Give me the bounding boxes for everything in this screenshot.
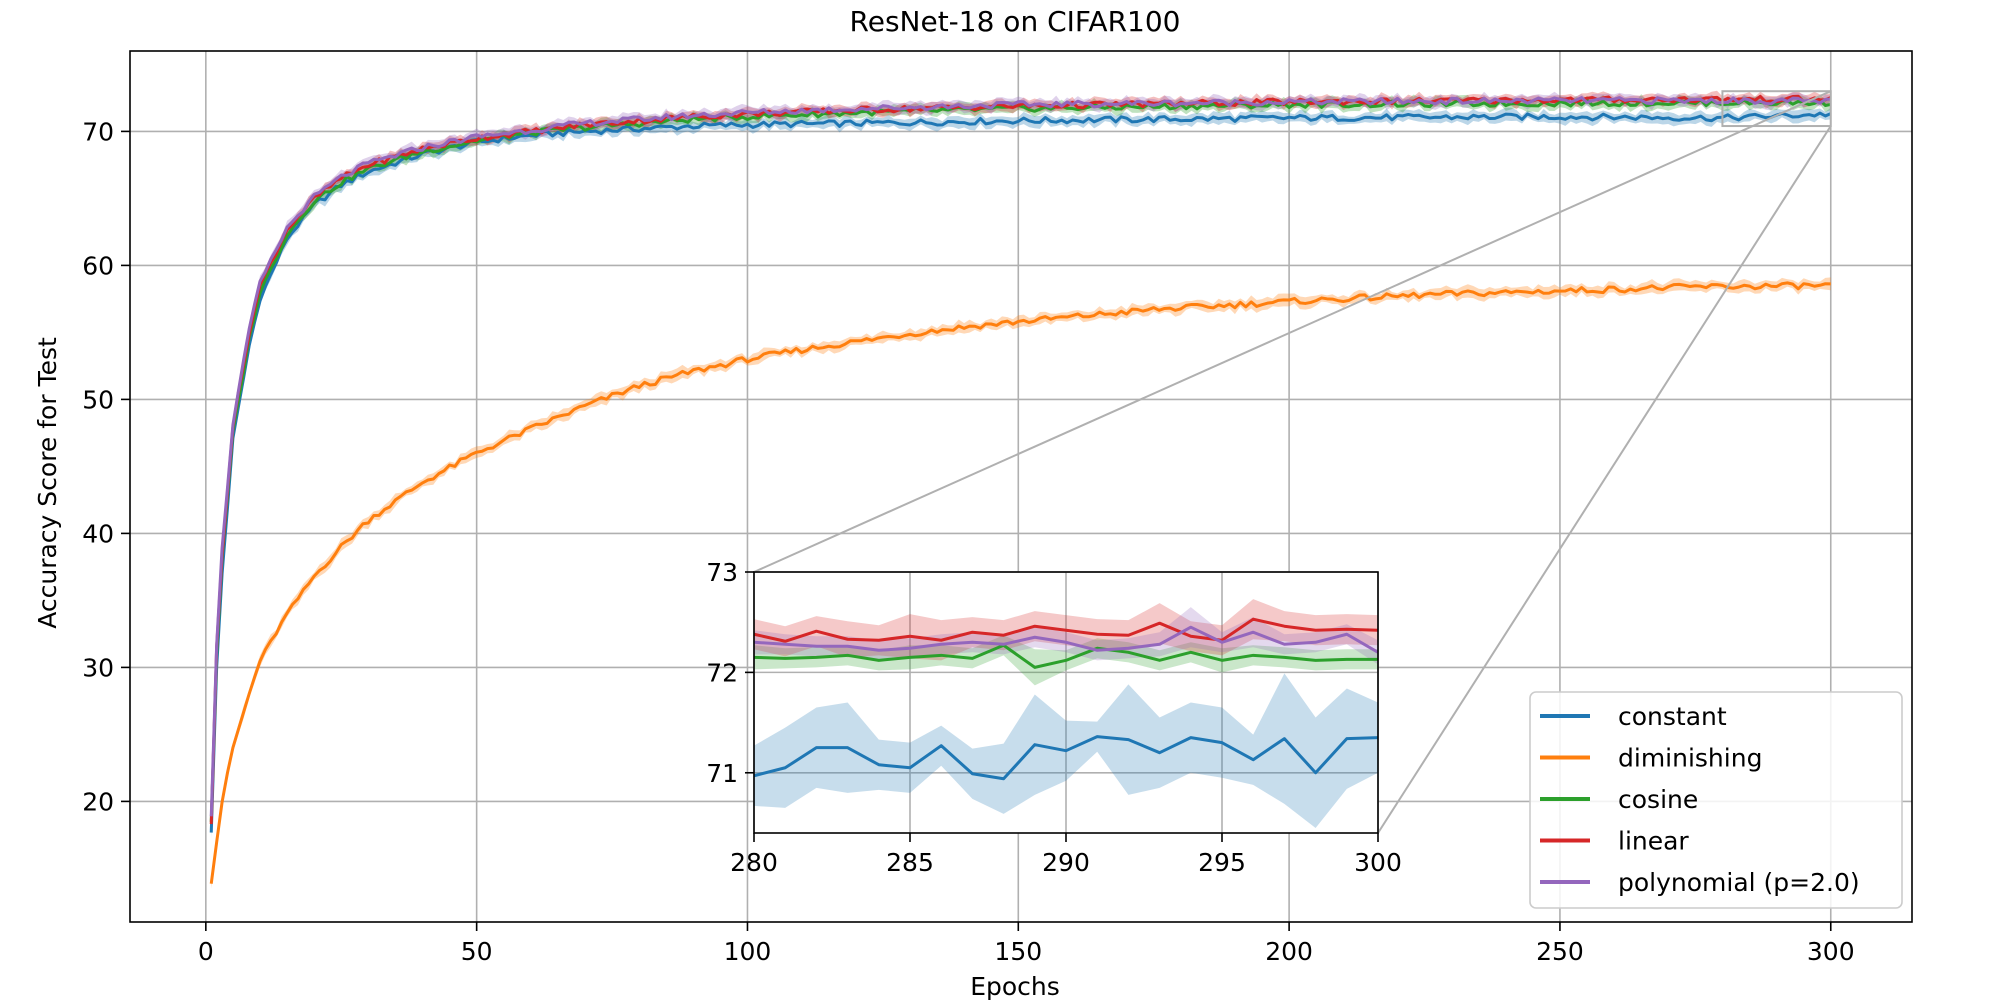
legend-box [1529, 691, 1903, 909]
y-tick-label: 60 [82, 251, 114, 280]
y-tick-label: 50 [82, 385, 114, 414]
x-tick-label: 150 [994, 937, 1042, 966]
x-axis-label: Epochs [970, 972, 1060, 1000]
inset-y-tick-label: 71 [706, 759, 738, 788]
inset-series-line-linear [753, 617, 1379, 643]
y-tick-label: 20 [82, 787, 114, 816]
main-lines [209, 94, 1832, 884]
zoom-region-box [1721, 90, 1832, 128]
inset-band-polynomial-p-2-0 [754, 607, 1378, 665]
inset-series-line-constant [753, 735, 1379, 781]
inset-series-line-polynomial-p-2-0 [753, 625, 1379, 654]
band-cosine [211, 94, 1831, 827]
main-axes: 0 50 100 150 200 250 300 20 30 40 50 60 70 [82, 50, 1913, 966]
inset-plot: 280 285 290 295 300 71 72 73 [706, 558, 1402, 877]
series-line-polynomial-p-2-0 [209, 96, 1831, 817]
inset-series-line-cosine [753, 643, 1378, 669]
inset-x-tick-label: 300 [1354, 848, 1402, 877]
inset-y-tick-label: 73 [706, 558, 738, 587]
x-tick-label: 250 [1536, 937, 1584, 966]
x-tick-label: 50 [461, 937, 493, 966]
main-plot-frame [129, 50, 1913, 923]
x-tick-label: 300 [1807, 937, 1855, 966]
legend-label-diminishing: diminishing [1618, 744, 1762, 773]
series-line-diminishing [209, 281, 1831, 884]
legend-label-cosine: cosine [1618, 785, 1698, 814]
y-axis-label: Accuracy Score for Test [33, 337, 62, 629]
zoom-connector-bottom [1377, 125, 1832, 834]
inset-y-tick-label: 72 [706, 658, 738, 687]
legend-label-polynomial-p-2-0: polynomial (p=2.0) [1618, 868, 1860, 897]
y-tick-label: 40 [82, 519, 114, 548]
inset-x-tick-label: 290 [1042, 848, 1090, 877]
x-tick-label: 200 [1265, 937, 1313, 966]
inset-x-tick-label: 280 [730, 848, 778, 877]
chart-title: ResNet-18 on CIFAR100 [850, 5, 1181, 38]
x-tick-label: 0 [198, 937, 214, 966]
zoom-guides [753, 90, 1832, 834]
inset-x-tick-label: 285 [886, 848, 934, 877]
x-tick-label: 100 [724, 937, 772, 966]
zoom-connector-top [753, 90, 1832, 573]
legend-label-linear: linear [1618, 827, 1689, 856]
legend: constant diminishing cosine linear polynomia… [1529, 691, 1903, 909]
y-tick-label: 70 [82, 117, 114, 146]
y-tick-label: 30 [82, 653, 114, 682]
legend-label-constant: constant [1618, 702, 1727, 731]
series-line-cosine [209, 98, 1832, 822]
inset-x-tick-label: 295 [1198, 848, 1246, 877]
